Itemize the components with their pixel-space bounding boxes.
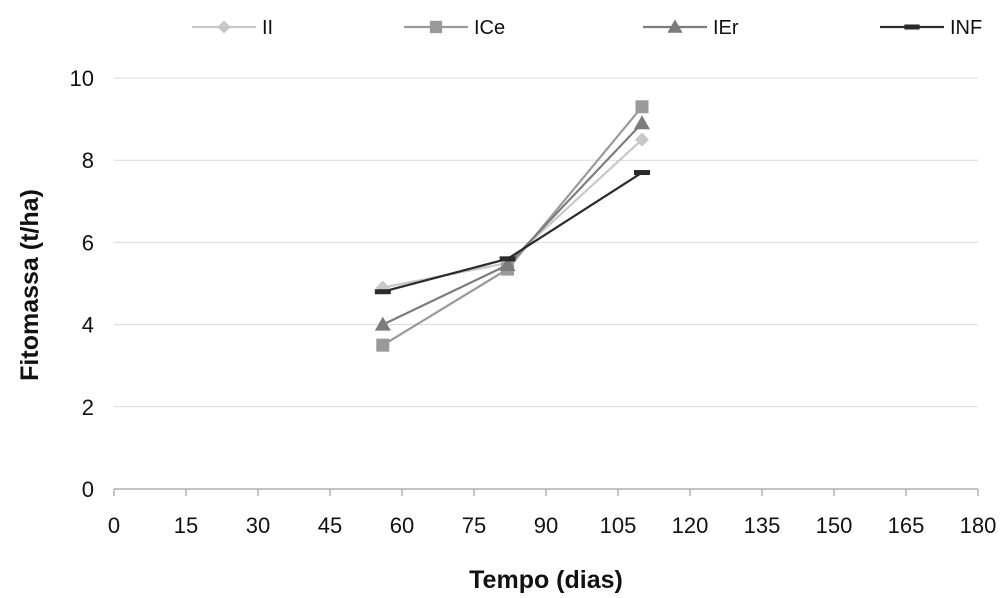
- legend-label-inf: INF: [950, 17, 982, 39]
- x-tick-label-90: 90: [534, 513, 558, 538]
- data-point-ice-1: [376, 338, 390, 352]
- legend-label-ier: IEr: [713, 17, 739, 39]
- x-tick-label-0: 0: [108, 513, 120, 538]
- y-tick-label-4: 4: [82, 313, 94, 338]
- x-tick-labels: 0 15 30 45 60 75 90 105 120 135 150 165 180: [108, 513, 996, 538]
- gridlines: [114, 77, 978, 408]
- legend-marker-ier: [667, 19, 683, 33]
- x-tick-label-180: 180: [960, 513, 997, 538]
- y-tick-label-6: 6: [82, 230, 94, 255]
- legend-label-ii: II: [262, 17, 273, 39]
- x-tick-label-150: 150: [816, 513, 853, 538]
- x-tick-label-75: 75: [462, 513, 486, 538]
- data-point-ier-2: [499, 257, 516, 272]
- series-line-ice: [382, 106, 643, 347]
- data-point-ii-3: [635, 132, 649, 147]
- x-tick-label-135: 135: [744, 513, 781, 538]
- data-point-inf-1: [374, 289, 391, 295]
- axes: [113, 488, 979, 496]
- data-point-ice-3: [635, 100, 649, 114]
- y-axis-title: Fitomassa (t/ha): [16, 189, 44, 381]
- x-axis-title: Tempo (dias): [469, 566, 623, 594]
- x-tick-label-105: 105: [600, 513, 637, 538]
- legend-marker-ice: [429, 20, 443, 34]
- y-tick-label-10: 10: [70, 66, 94, 91]
- y-tick-labels: 0 2 4 6 8 10: [70, 66, 94, 502]
- data-point-ier-1: [374, 316, 391, 331]
- x-tick-label-45: 45: [318, 513, 342, 538]
- x-tick-label-120: 120: [672, 513, 709, 538]
- y-tick-label-8: 8: [82, 148, 94, 173]
- y-tick-label-0: 0: [82, 477, 94, 502]
- y-tick-label-2: 2: [82, 395, 94, 420]
- data-point-inf-2: [499, 256, 516, 262]
- x-tick-label-30: 30: [246, 513, 270, 538]
- x-tick-label-165: 165: [888, 513, 925, 538]
- x-tick-label-60: 60: [390, 513, 414, 538]
- legend: II ICe IEr INF: [192, 17, 982, 39]
- data-point-inf-3: [634, 170, 650, 176]
- legend-marker-ii: [217, 20, 231, 34]
- legend-marker-inf: [904, 24, 920, 30]
- x-tick-label-15: 15: [174, 513, 198, 538]
- legend-label-ice: ICe: [474, 17, 505, 39]
- data-point-ier-3: [634, 115, 650, 130]
- series-layer: [374, 100, 650, 352]
